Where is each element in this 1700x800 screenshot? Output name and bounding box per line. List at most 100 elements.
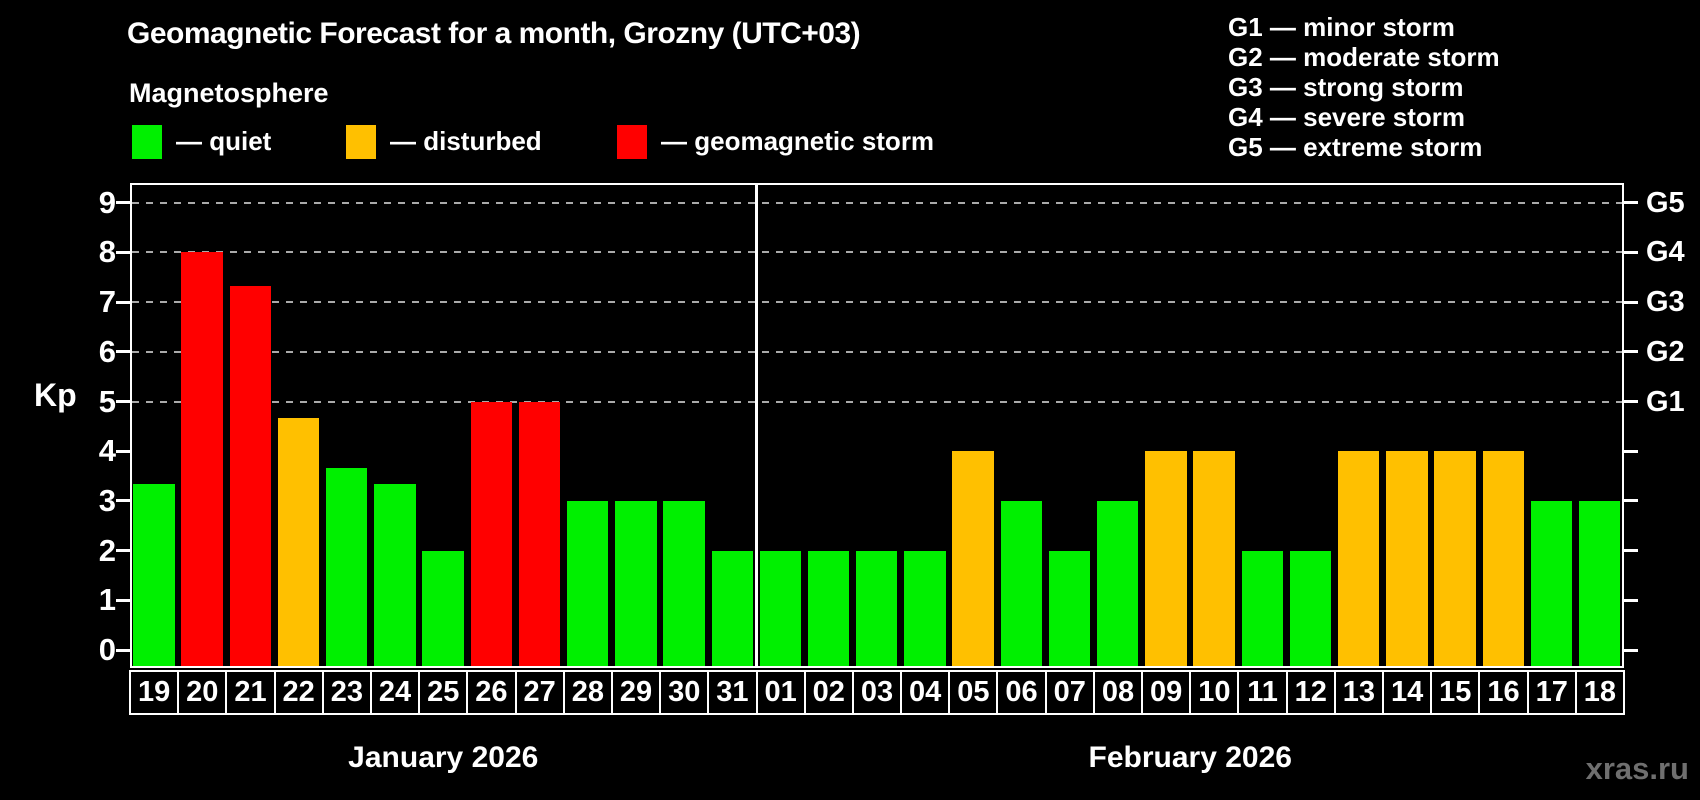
day-label-07: 07 [1044,670,1095,715]
y-tick-label-3: 3 [98,482,116,518]
kp-bar-day-14 [1386,451,1428,666]
grid-line-kp6 [132,350,1622,353]
g-scale-label-g2: G2 [1646,335,1685,368]
day-label-15: 15 [1430,670,1481,715]
kp-bar-day-23 [325,467,368,666]
g3-legend-line: G3 — strong storm [1228,72,1464,102]
page-title: Geomagnetic Forecast for a month, Grozny… [127,17,861,50]
legend-label-disturbed: — disturbed [390,126,542,156]
day-label-20: 20 [177,670,228,715]
kp-bar-day-26 [470,401,512,666]
y-tick-label-4: 4 [98,433,116,469]
kp-bar-day-29 [615,500,657,666]
kp-bar-day-03 [856,550,898,666]
day-label-29: 29 [610,670,662,715]
plot-area-frame [130,183,1624,668]
kp-bar-day-04 [904,550,946,666]
magnetosphere-subtitle: Magnetosphere [129,78,329,108]
y-axis-tick-left-0 [116,648,130,652]
day-label-23: 23 [321,670,372,715]
g-scale-label-g3: G3 [1646,286,1685,319]
y-axis-tick-right-7 [1624,300,1638,304]
y-axis-tick-right-1 [1624,598,1638,602]
kp-bar-day-15 [1434,451,1476,666]
g-scale-label-g5: G5 [1646,186,1685,219]
day-label-31: 31 [707,670,758,715]
grid-line-kp7 [132,301,1622,304]
day-label-14: 14 [1382,670,1433,715]
day-label-26: 26 [466,670,517,715]
y-axis-tick-right-4 [1624,449,1638,453]
kp-bar-day-20 [181,252,223,666]
grid-line-kp5 [132,400,1622,403]
y-axis-tick-left-7 [116,300,130,304]
y-axis-tick-left-4 [116,449,130,453]
day-label-01: 01 [755,670,806,715]
kp-bar-day-10 [1193,451,1235,666]
kp-bar-day-02 [807,550,850,666]
y-axis-tick-right-3 [1624,499,1638,503]
day-label-02: 02 [803,670,854,715]
kp-bar-day-01 [759,550,802,666]
g4-legend-line: G4 — severe storm [1228,102,1466,132]
day-label-27: 27 [514,670,565,715]
storm-color-swatch [617,124,647,159]
g-scale-legend: G1 — minor storm G2 — moderate storm G3 … [1228,12,1500,162]
day-label-03: 03 [851,670,903,715]
day-label-28: 28 [562,670,613,715]
kp-bar-day-08 [1097,500,1139,666]
y-axis-tick-right-5 [1624,400,1638,403]
month-divider-line [755,185,758,666]
day-label-22: 22 [273,670,324,715]
y-tick-label-0: 0 [98,632,116,667]
legend-label-quiet: — quiet [176,126,272,156]
g2-legend-line: G2 — moderate storm [1228,42,1500,72]
day-label-24: 24 [369,670,421,715]
y-tick-label-8: 8 [98,234,116,270]
day-label-06: 06 [996,670,1047,715]
day-label-11: 11 [1237,670,1288,715]
y-tick-label-9: 9 [98,184,116,220]
day-label-21: 21 [225,670,276,715]
grid-line-kp9 [132,201,1622,204]
day-label-19: 19 [129,670,180,715]
y-axis-tick-right-0 [1624,648,1638,652]
kp-bar-day-16 [1482,451,1524,666]
kp-bar-day-25 [422,550,464,666]
day-label-16: 16 [1478,670,1529,715]
y-axis-tick-right-2 [1624,549,1638,553]
y-tick-label-2: 2 [98,532,116,568]
kp-bar-day-18 [1579,500,1621,666]
quiet-color-swatch [132,124,162,159]
day-label-04: 04 [900,670,951,715]
day-label-08: 08 [1092,670,1144,715]
y-axis-tick-right-9 [1624,201,1638,205]
kp-bar-day-05 [952,451,994,666]
kp-bar-day-17 [1530,500,1573,666]
day-label-30: 30 [659,670,710,715]
day-label-12: 12 [1285,670,1336,715]
kp-bar-day-30 [663,500,705,666]
kp-bar-day-31 [711,550,753,666]
kp-bar-day-22 [277,417,320,666]
day-label-10: 10 [1189,670,1240,715]
day-label-05: 05 [948,670,999,715]
y-axis-tick-left-3 [116,499,130,503]
kp-bar-day-06 [1000,500,1043,666]
kp-bar-day-13 [1338,451,1380,666]
kp-bar-day-21 [229,285,271,666]
grid-line-kp8 [132,251,1622,254]
kp-bar-day-27 [518,401,561,666]
y-axis-tick-right-6 [1624,350,1638,354]
y-axis-tick-left-9 [116,201,130,205]
y-axis-tick-left-8 [116,250,130,254]
y-tick-label-6: 6 [98,333,116,369]
y-tick-label-7: 7 [98,284,116,320]
g1-legend-line: G1 — minor storm [1228,12,1455,42]
day-label-13: 13 [1333,670,1385,715]
kp-bar-day-11 [1241,550,1284,666]
kp-bar-day-28 [566,500,609,666]
g-scale-label-g4: G4 [1646,236,1685,269]
y-axis-tick-left-6 [116,350,130,354]
